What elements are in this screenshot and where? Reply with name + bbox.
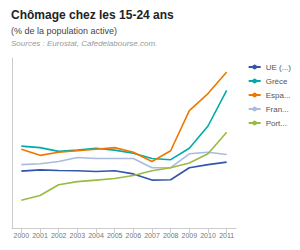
svg-text:2005: 2005 [107, 232, 123, 239]
svg-text:Grèce: Grèce [266, 77, 288, 86]
svg-text:Espa...: Espa... [266, 91, 291, 100]
svg-text:(% de la population active): (% de la population active) [11, 26, 117, 36]
svg-text:2010: 2010 [200, 232, 216, 239]
svg-text:2008: 2008 [163, 232, 179, 239]
svg-text:2001: 2001 [32, 232, 48, 239]
svg-text:2006: 2006 [126, 232, 142, 239]
svg-text:Port...: Port... [266, 119, 287, 128]
svg-text:2007: 2007 [144, 232, 160, 239]
svg-text:2000: 2000 [14, 232, 30, 239]
svg-text:2011: 2011 [219, 232, 234, 239]
svg-text:2004: 2004 [88, 232, 104, 239]
svg-text:UE (...): UE (...) [266, 63, 292, 72]
svg-text:Chômage chez les 15-24 ans: Chômage chez les 15-24 ans [11, 8, 174, 22]
svg-text:2009: 2009 [182, 232, 198, 239]
svg-text:2003: 2003 [70, 232, 86, 239]
svg-text:2002: 2002 [51, 232, 67, 239]
svg-text:Fran...: Fran... [266, 105, 289, 114]
svg-text:Sources : Eurostat, Cafedelabo: Sources : Eurostat, Cafedelabourse.com. [11, 39, 157, 48]
